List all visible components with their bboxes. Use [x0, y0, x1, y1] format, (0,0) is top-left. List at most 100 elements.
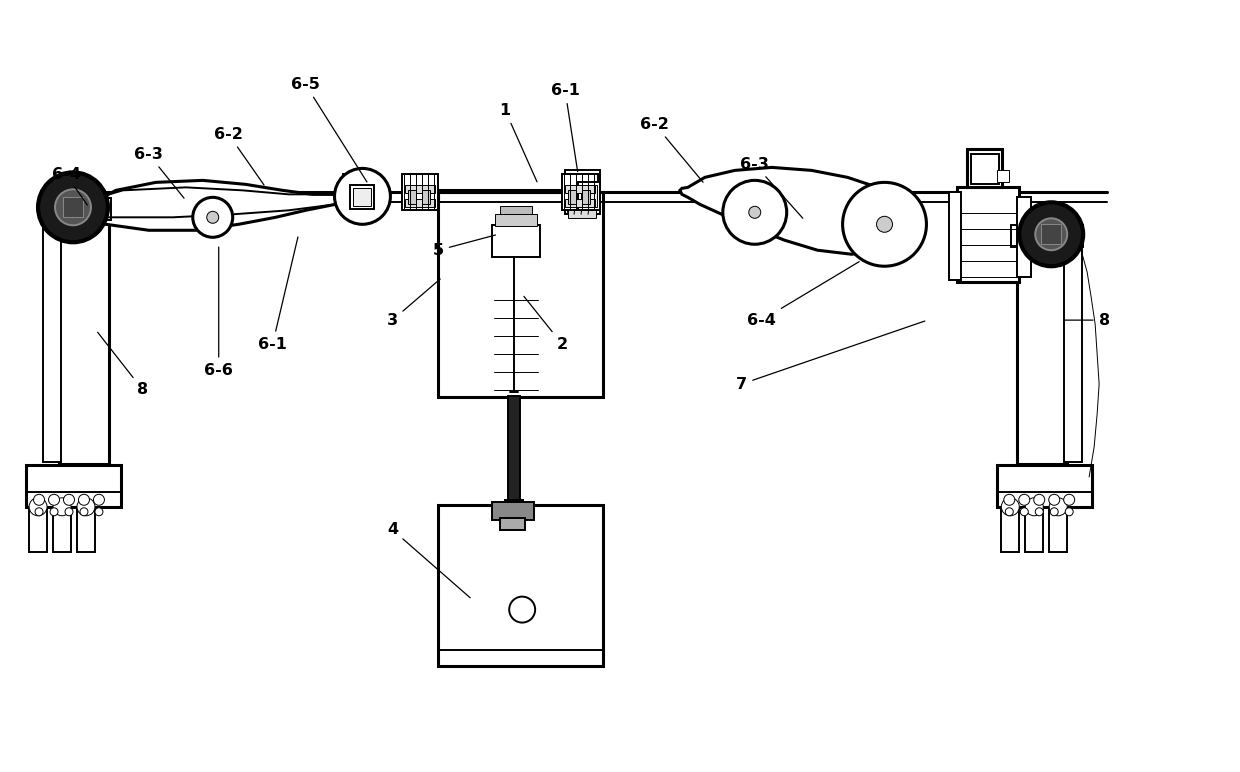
Text: 6-6: 6-6: [205, 247, 233, 378]
Bar: [565, 199, 595, 208]
Circle shape: [1006, 508, 1013, 516]
Bar: [405, 185, 435, 193]
Circle shape: [1064, 494, 1075, 506]
Bar: [582, 191, 590, 205]
Circle shape: [38, 172, 108, 242]
Text: 6-4: 6-4: [52, 167, 87, 205]
Bar: [582, 185, 596, 208]
Text: 4: 4: [387, 522, 470, 598]
Circle shape: [77, 498, 95, 516]
Text: 6-4: 6-4: [748, 262, 859, 327]
Circle shape: [192, 198, 233, 237]
Bar: [971, 154, 999, 185]
Circle shape: [1034, 494, 1045, 506]
Bar: [1017, 198, 1032, 277]
Bar: [1012, 225, 1084, 247]
Circle shape: [207, 212, 218, 223]
Bar: [967, 150, 1002, 188]
Bar: [562, 174, 598, 210]
Bar: [492, 502, 534, 520]
Bar: [53, 506, 71, 552]
Bar: [500, 518, 526, 530]
Text: 5: 5: [433, 235, 496, 258]
Text: 8: 8: [98, 332, 149, 398]
Circle shape: [843, 182, 926, 266]
Circle shape: [510, 597, 536, 622]
Circle shape: [335, 168, 391, 225]
Text: 6-3: 6-3: [740, 157, 802, 218]
Bar: [403, 174, 438, 210]
Circle shape: [50, 508, 58, 516]
Circle shape: [63, 494, 74, 506]
Bar: [43, 198, 110, 220]
Text: 6-2: 6-2: [215, 127, 264, 185]
Circle shape: [93, 494, 104, 506]
Bar: [500, 206, 532, 215]
Bar: [950, 192, 961, 280]
Bar: [1049, 506, 1068, 552]
Circle shape: [1050, 508, 1058, 516]
Circle shape: [1049, 494, 1060, 506]
Circle shape: [55, 189, 91, 225]
Bar: [77, 506, 95, 552]
Bar: [342, 174, 381, 210]
Circle shape: [1004, 494, 1014, 506]
Bar: [578, 182, 600, 210]
Text: 6-1: 6-1: [258, 237, 298, 351]
Bar: [1002, 506, 1019, 552]
Bar: [565, 185, 595, 193]
Circle shape: [749, 206, 761, 218]
Text: 6-1: 6-1: [551, 83, 579, 171]
Bar: [565, 171, 600, 215]
Bar: [353, 188, 372, 206]
Bar: [1025, 506, 1043, 552]
Circle shape: [1021, 508, 1028, 516]
Bar: [348, 202, 374, 215]
Circle shape: [33, 494, 45, 506]
Circle shape: [35, 508, 43, 516]
Circle shape: [877, 216, 893, 232]
Bar: [1017, 225, 1068, 464]
Circle shape: [48, 494, 60, 506]
Circle shape: [95, 508, 103, 516]
Bar: [492, 225, 541, 257]
Circle shape: [1035, 508, 1043, 516]
Bar: [29, 506, 47, 552]
Circle shape: [78, 494, 89, 506]
Bar: [495, 215, 537, 226]
Text: 1: 1: [500, 103, 537, 182]
Text: 3: 3: [387, 279, 440, 327]
Circle shape: [53, 498, 71, 516]
Bar: [351, 185, 374, 209]
Circle shape: [1025, 498, 1043, 516]
Bar: [997, 465, 1092, 506]
Bar: [505, 499, 523, 510]
Bar: [43, 205, 61, 462]
Circle shape: [1019, 202, 1084, 266]
Circle shape: [64, 508, 73, 516]
Circle shape: [1002, 498, 1019, 516]
Bar: [508, 396, 520, 504]
Bar: [408, 191, 417, 205]
Circle shape: [1035, 218, 1068, 250]
Bar: [438, 505, 603, 666]
Circle shape: [1065, 508, 1073, 516]
Bar: [60, 202, 109, 464]
Circle shape: [29, 498, 47, 516]
Text: 6-5: 6-5: [291, 77, 367, 182]
Bar: [1042, 225, 1061, 244]
Text: 7: 7: [737, 321, 925, 391]
Polygon shape: [680, 168, 921, 254]
Text: 6-2: 6-2: [641, 117, 703, 182]
Bar: [405, 199, 435, 208]
Bar: [997, 171, 1009, 182]
Circle shape: [1049, 498, 1068, 516]
Bar: [568, 191, 577, 205]
Polygon shape: [89, 181, 336, 230]
Circle shape: [1019, 494, 1029, 506]
Circle shape: [79, 508, 88, 516]
Bar: [568, 205, 596, 218]
Text: 6-3: 6-3: [134, 147, 184, 198]
Text: 8: 8: [1064, 313, 1110, 327]
Bar: [423, 191, 430, 205]
